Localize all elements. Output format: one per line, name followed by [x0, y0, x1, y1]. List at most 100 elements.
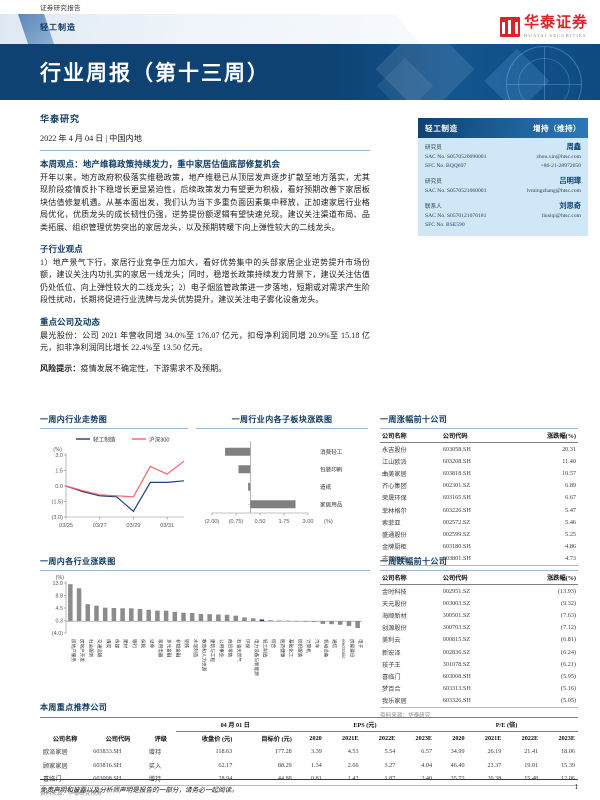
analyst-entry: 联系人 刘思奇 SAC No. S0570121070181 liusiqi@h…	[425, 202, 581, 230]
rating-analyst-box: 轻工制造 增持（维持） 研究员 周鑫 SAC No. S057052009000…	[418, 118, 588, 236]
svg-text:家用电器: 家用电器	[157, 639, 164, 658]
svg-text:电子: 电子	[358, 639, 364, 649]
cell-close-price: 118.63	[215, 748, 233, 756]
cell-rating: 买入	[148, 762, 162, 770]
svg-text:消费轻工: 消费轻工	[320, 448, 343, 456]
analyst-sac: SAC No. S0570521060001	[425, 188, 487, 194]
panel-title: 本周重点推荐公司	[40, 703, 108, 712]
cell-company-code: 002599.SZ	[442, 530, 471, 538]
cell-company-code: 300703.SZ	[442, 624, 471, 632]
analyst-entry: 研究员 周鑫 SAC No. S0570520090001 zhou.xin@h…	[425, 143, 581, 171]
panel-title: 一周跌幅前十公司	[380, 557, 448, 566]
analyst-list: 研究员 周鑫 SAC No. S0570520090001 zhou.xin@h…	[418, 138, 588, 236]
col-eps-2020: 2020	[309, 735, 322, 742]
panel-industry-trend: 一周内行业走势图 轻工制造 沪深300 (%) 3.0 1.5 0.0 (1.5) (3.0)…	[40, 414, 188, 542]
svg-text:医药健康: 医药健康	[279, 639, 286, 658]
group-date: 04 月 01 日	[175, 718, 295, 732]
analyst-email[interactable]: liusiqi@htsc.com	[541, 213, 581, 219]
cell-company-name: 梦百合	[382, 686, 401, 694]
analyst-email[interactable]: zhou.xin@htsc.com	[536, 154, 581, 160]
cell-pe: 35.73	[435, 771, 468, 787]
table-row: 索菲亚 002572.SZ 5.46	[380, 516, 578, 528]
table-row: 喜临门 603008.SH 增持 28.94 44.88 0.81 1.42 1.87 2.40…	[40, 771, 578, 787]
col-company-name: 公司名称	[380, 429, 441, 443]
svg-text:教育和人力资源: 教育和人力资源	[201, 639, 208, 672]
col-eps-2022e: 2022E	[378, 735, 396, 742]
cell-company-name: 索菲亚	[382, 519, 401, 527]
section-body: 开年以来，地方政府积极落实维稳政策，地产维稳已从顶层发声逐步扩散至地方落实，尤其…	[40, 173, 370, 232]
svg-text:1.5: 1.5	[55, 469, 63, 475]
svg-text:综合: 综合	[270, 639, 277, 649]
analyst-name: 刘思奇	[559, 202, 581, 210]
table-source: 资料来源：华泰研究预测	[40, 791, 102, 798]
svg-text:03/31: 03/31	[160, 523, 174, 529]
svg-text:03/25: 03/25	[59, 523, 73, 529]
cell-company-code: 603226.SH	[442, 506, 471, 514]
svg-text:3.0: 3.0	[55, 453, 63, 459]
svg-text:沪深300: 沪深300	[149, 436, 170, 444]
svg-text:建筑与工程: 建筑与工程	[209, 639, 216, 662]
cell-eps: 3.27	[384, 761, 396, 769]
cell-company-code: 603816.SH	[93, 761, 122, 769]
cell-company-name: 喜临门	[382, 673, 401, 681]
cell-change: (5.16)	[561, 685, 576, 693]
analyst-sfc: SFC No. BSE590	[425, 222, 465, 228]
section-subsector-view: 子行业观点 1）地产景气下行，家居行业竞争压力加大，看好优势集中的头部家居企业逆…	[40, 243, 370, 307]
col-company-code: 公司代码	[440, 429, 509, 443]
cell-change: (6.24)	[561, 648, 576, 656]
col-change: 涨跌幅(%)	[508, 571, 578, 585]
col-eps-2021e: 2021E	[342, 735, 359, 742]
page-title: 行业周报（第十三周）	[40, 61, 270, 85]
cell-change: 11.40	[562, 457, 576, 465]
table-row: 志邦家居 603801.SH 4.73	[380, 552, 578, 566]
cell-company-name: 齐心集团	[382, 483, 407, 491]
section-heading: 子行业观点	[40, 245, 83, 255]
cell-company-code: 603313.SH	[442, 685, 471, 693]
svg-text:汽车: 汽车	[314, 639, 321, 649]
cell-company-code: 603165.SH	[442, 494, 471, 502]
table-row: 海顺新材 300501.SZ (7.63)	[380, 609, 578, 621]
cell-target-price: 177.28	[274, 748, 292, 756]
cell-pe: 18.06	[561, 748, 575, 756]
svg-text:社会服务: 社会服务	[87, 639, 94, 658]
cell-target-price: 88.29	[277, 761, 292, 769]
col-company-name: 公司名称	[380, 571, 441, 585]
cell-eps: 0.81	[294, 771, 325, 787]
panel-subsector-change: 一周行业内各子板块涨跌图 消费轻工 包装印刷 造纸 家居用品 (2.00) (0.75) 0…	[196, 414, 368, 542]
cell-company-code: 603180.SH	[442, 543, 471, 551]
col-pe-2020: 2020	[452, 735, 465, 742]
cell-company-code: 000815.SZ	[442, 636, 471, 644]
analyst-name: 周鑫	[566, 143, 581, 151]
col-company-name: 公司名称	[52, 735, 78, 743]
dateline: 2022 年 4 月 04 日 | 中国内地	[40, 134, 142, 143]
cell-company-code: 603326.SH	[440, 694, 509, 708]
svg-text:家居用品: 家居用品	[320, 500, 343, 508]
lead-divider	[40, 150, 370, 151]
cell-company-code: 603208.SH	[442, 457, 471, 465]
svg-text:4.5: 4.5	[56, 606, 64, 612]
cell-change: 6.89	[565, 482, 576, 490]
svg-text:银行: 银行	[131, 639, 138, 649]
huatai-logo: 华泰证券 HUATAI SECURITIES	[499, 16, 588, 38]
col-company-code: 公司代码	[105, 735, 131, 743]
cell-company-code: 301078.SZ	[442, 660, 471, 668]
table-row: 我乐家居 603326.SH (5.05)	[380, 694, 578, 708]
globe-inner-decoration-icon	[518, 58, 570, 100]
svg-text:建材: 建材	[122, 639, 129, 649]
cell-company-name: 志邦家居	[380, 552, 441, 566]
col-eps-2023e: 2023E	[415, 735, 433, 742]
col-target-price: 目标价 (元)	[261, 736, 292, 743]
analyst-email[interactable]: lvmingzhang@htsc.com	[526, 188, 581, 194]
cell-change: 5.46	[565, 518, 576, 526]
cell-change: (13.93)	[557, 587, 576, 595]
cell-change: (6.21)	[561, 660, 576, 668]
page-number: 1	[574, 783, 579, 791]
table-source: 资料来源：华泰研究	[380, 712, 431, 719]
svg-text:(%): (%)	[53, 447, 62, 453]
risk-heading: 风险提示：	[40, 364, 81, 374]
cell-eps: 5.54	[384, 748, 396, 756]
cell-company-code: 002572.SZ	[442, 518, 471, 526]
svg-text:0.3: 0.3	[56, 618, 64, 624]
svg-text:(%): (%)	[56, 575, 65, 581]
table-row: 欧派家居 603833.SH 增持 118.63 177.28 3.39 4.53 5.54 6…	[40, 745, 578, 758]
